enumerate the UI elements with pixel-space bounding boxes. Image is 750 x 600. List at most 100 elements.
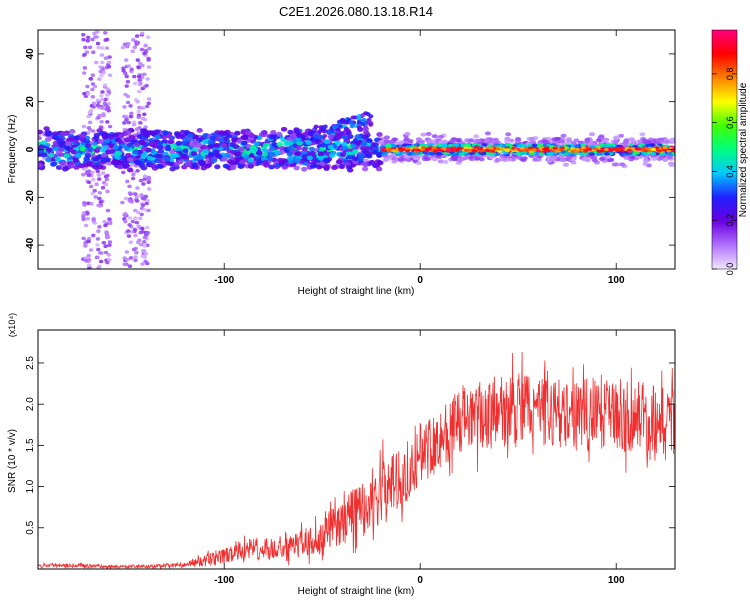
spectrogram-cell <box>268 164 275 170</box>
spectrogram-cell <box>565 156 572 160</box>
spectrogram-cell <box>148 138 155 143</box>
spectrogram-cell <box>662 158 669 162</box>
spectrogram-cell <box>99 120 104 124</box>
spectrogram-x-tick-label: 100 <box>608 275 625 286</box>
spectrogram-cell <box>475 138 482 143</box>
spectrogram-cell <box>184 162 192 168</box>
spectrogram-cell <box>103 223 108 228</box>
spectrogram-cell <box>91 233 96 238</box>
spectrogram-cell <box>97 191 103 195</box>
spectrogram-cell <box>121 68 126 73</box>
spectrogram-cell <box>105 189 110 194</box>
spectrogram-cell <box>466 149 473 153</box>
spectrogram-cell <box>88 76 93 81</box>
spectrogram-cell <box>323 165 330 170</box>
spectrogram-cell <box>133 81 138 86</box>
spectrogram-cell <box>295 145 302 151</box>
spectrogram-cell <box>140 31 145 36</box>
spectrogram-cell <box>132 45 137 50</box>
spectrogram-cell <box>100 157 108 163</box>
spectrogram-cell <box>484 131 491 136</box>
spectrogram-x-tick-label: -100 <box>214 275 234 286</box>
spectrogram-cell <box>99 94 104 98</box>
spectrogram-cell <box>427 139 434 144</box>
spectrogram-cell <box>81 124 87 129</box>
spectrogram-cell <box>554 150 560 153</box>
spectrogram-cell <box>350 143 357 149</box>
spectrogram-cell <box>131 247 137 252</box>
spectrogram-cell <box>123 145 130 151</box>
spectrogram-cell <box>114 155 122 161</box>
spectrogram-cell <box>138 81 143 85</box>
spectrogram-cell <box>385 143 392 148</box>
spectrogram-cell <box>91 101 97 106</box>
spectrogram-cell <box>644 147 650 151</box>
spectrogram-cell <box>107 60 112 65</box>
spectrogram-cell <box>154 134 161 140</box>
spectrogram-cell <box>84 50 90 54</box>
snr-scale-label: (x10⁴) <box>7 313 17 337</box>
spectrogram-cell <box>388 154 395 159</box>
spectrogram-cell <box>135 58 140 62</box>
spectrogram-cell <box>101 113 106 118</box>
spectrogram-cell <box>628 137 635 142</box>
spectrogram-cell <box>595 138 602 143</box>
spectrogram-cell <box>224 129 231 135</box>
spectrogram-cell <box>128 256 134 260</box>
spectrogram-cell <box>587 148 593 151</box>
spectrogram-cell <box>138 140 146 146</box>
spectrogram-cell <box>415 160 422 165</box>
spectrogram-cell <box>155 163 162 169</box>
spectrogram-cell <box>630 147 636 150</box>
spectrogram-cell <box>98 200 103 204</box>
spectrogram-cell <box>284 140 292 146</box>
spectrogram-cell <box>317 151 325 157</box>
spectrogram-cell <box>550 155 557 160</box>
spectrogram-cell <box>349 124 355 129</box>
spectrogram-cell <box>96 173 102 177</box>
spectrogram-cell <box>135 99 140 104</box>
spectrogram-cell <box>86 92 91 96</box>
spectrogram-cell <box>200 165 207 171</box>
spectrogram-cell <box>111 158 119 164</box>
spectrogram-cell <box>554 136 561 141</box>
spectrogram-cell <box>170 143 177 149</box>
spectrogram-cell <box>582 150 589 153</box>
spectrogram-cell <box>334 140 341 146</box>
spectrogram-cell <box>72 157 80 163</box>
spectrogram-cell <box>57 146 64 152</box>
spectrogram-cell <box>74 152 82 158</box>
spectrogram-cell <box>83 223 89 228</box>
spectrogram-cell <box>425 131 432 136</box>
spectrogram-cell <box>664 139 671 144</box>
spectrogram-cell <box>147 97 152 101</box>
spectrogram-cell <box>666 152 673 156</box>
spectrogram-cell <box>128 135 136 141</box>
spectrogram-cell <box>388 140 395 144</box>
spectrogram-cell <box>499 147 505 151</box>
spectrogram-cell <box>293 165 300 171</box>
spectrogram-cell <box>202 149 209 154</box>
spectrogram-cell <box>276 142 283 147</box>
spectrogram-cell <box>596 152 603 156</box>
spectrogram-cell <box>173 164 180 170</box>
snr-y-tick-label: 1.5 <box>25 438 36 452</box>
spectrogram-cell <box>122 256 127 260</box>
spectrogram-cell <box>398 140 405 145</box>
spectrogram-cell <box>146 101 151 106</box>
snr-x-ticks: -100 0 100 <box>214 330 625 586</box>
spectrogram-cell <box>90 87 95 92</box>
spectrogram-cell <box>432 149 438 153</box>
spectrogram-cell <box>449 148 456 152</box>
spectrogram-cell <box>86 239 91 244</box>
spectrogram-cell <box>242 154 250 160</box>
spectrogram-cell <box>100 97 105 102</box>
spectrogram-cell <box>642 158 649 163</box>
spectrogram-cell <box>90 37 95 42</box>
spectrogram-cell <box>140 203 146 207</box>
spectrogram-cell <box>38 136 42 141</box>
spectrogram-cell <box>86 169 92 173</box>
spectrogram-cell <box>234 130 241 136</box>
spectrogram-cell <box>145 147 152 153</box>
spectrogram-cell <box>80 172 86 177</box>
